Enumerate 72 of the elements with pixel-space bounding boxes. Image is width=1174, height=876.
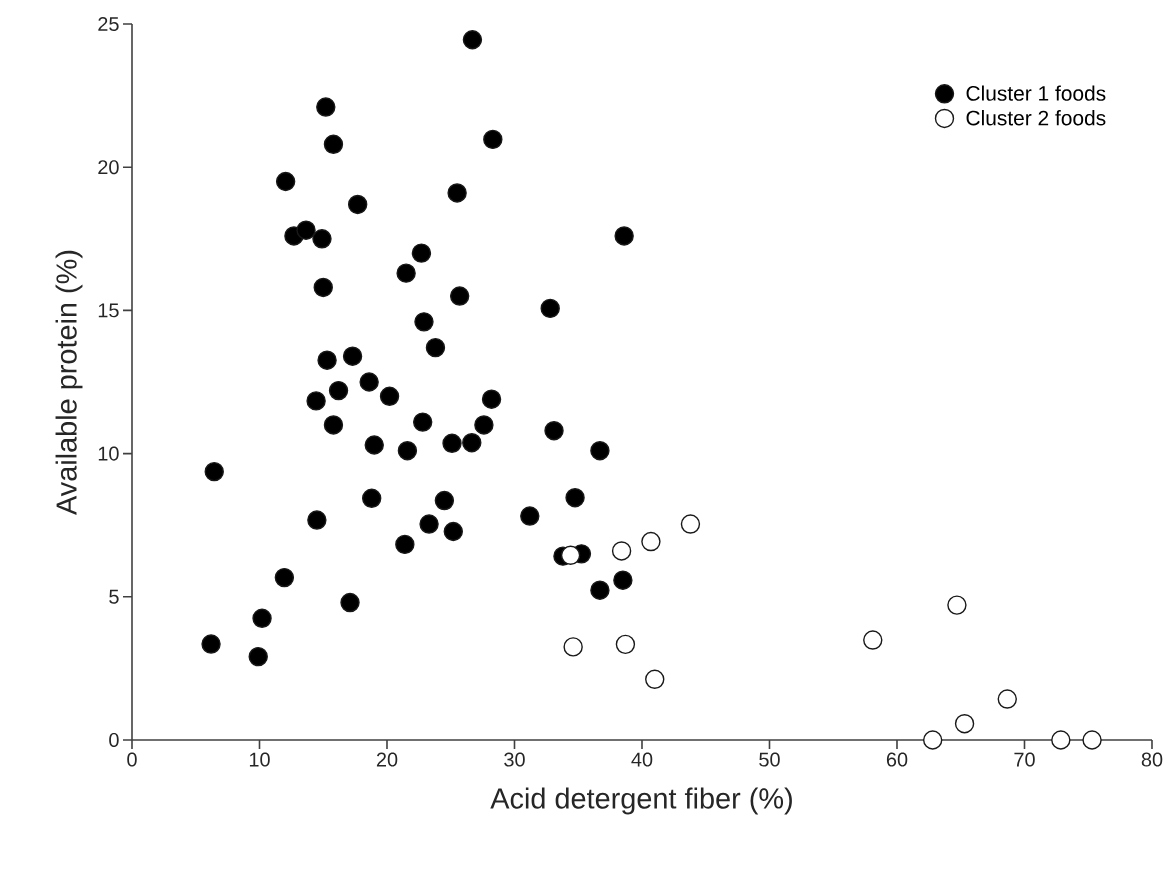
point	[590, 580, 610, 600]
point	[274, 567, 295, 588]
point	[317, 350, 337, 370]
point	[419, 514, 439, 534]
point	[312, 229, 332, 249]
point	[520, 506, 540, 526]
point	[395, 534, 415, 555]
point	[296, 220, 316, 240]
point	[443, 521, 463, 542]
point	[275, 171, 296, 192]
point	[565, 488, 585, 508]
point	[323, 415, 344, 435]
point	[306, 391, 326, 411]
x-tick-label: 30	[504, 752, 525, 767]
point	[323, 134, 344, 154]
point	[307, 510, 327, 530]
x-tick-label: 60	[886, 752, 908, 767]
point	[340, 592, 360, 613]
point	[474, 415, 494, 435]
point	[316, 97, 336, 117]
y-tick-label: 5	[109, 589, 119, 604]
point	[544, 420, 564, 441]
y-tick-label: 20	[98, 160, 119, 175]
point	[614, 226, 634, 246]
point	[442, 433, 462, 453]
point	[201, 634, 221, 654]
x-tick-label: 10	[249, 752, 270, 767]
x-tick-label: 70	[1014, 752, 1035, 767]
point	[396, 263, 416, 283]
x-tick-label: 40	[631, 752, 653, 767]
point	[364, 435, 384, 455]
y-tick-label: 15	[98, 303, 119, 318]
y-axis-title: Available protein (%)	[55, 250, 83, 515]
point	[362, 488, 382, 508]
point	[462, 433, 482, 453]
point	[411, 243, 432, 263]
x-tick-label: 0	[127, 752, 137, 767]
point	[434, 490, 455, 511]
point	[449, 286, 470, 306]
point	[481, 389, 502, 409]
point	[347, 194, 368, 215]
point	[313, 277, 333, 298]
point	[1082, 730, 1102, 750]
point	[397, 441, 418, 461]
point	[359, 372, 379, 392]
point	[483, 129, 503, 150]
legend-label: Cluster 1 foods	[966, 85, 1106, 101]
y-tick-label: 10	[98, 446, 119, 461]
x-axis-title: Acid detergent fiber (%)	[490, 787, 792, 815]
point	[447, 183, 467, 203]
point	[248, 646, 268, 667]
point	[462, 30, 483, 50]
legend-label: Cluster 2 foods	[966, 110, 1106, 126]
point	[342, 346, 363, 366]
x-tick-label: 80	[1141, 752, 1163, 767]
point	[414, 312, 434, 332]
point	[613, 570, 633, 590]
point	[204, 461, 224, 482]
x-tick-label: 50	[759, 752, 780, 767]
point	[560, 545, 581, 565]
point	[1051, 730, 1071, 750]
y-tick-label: 0	[109, 732, 119, 748]
x-tick-label: 20	[376, 752, 398, 767]
point	[328, 380, 349, 401]
point	[252, 608, 272, 628]
point	[590, 441, 610, 461]
point	[923, 730, 943, 750]
y-tick-label: 25	[98, 16, 119, 32]
point	[425, 337, 446, 358]
point	[540, 298, 560, 319]
point	[379, 386, 400, 407]
point	[413, 412, 433, 432]
